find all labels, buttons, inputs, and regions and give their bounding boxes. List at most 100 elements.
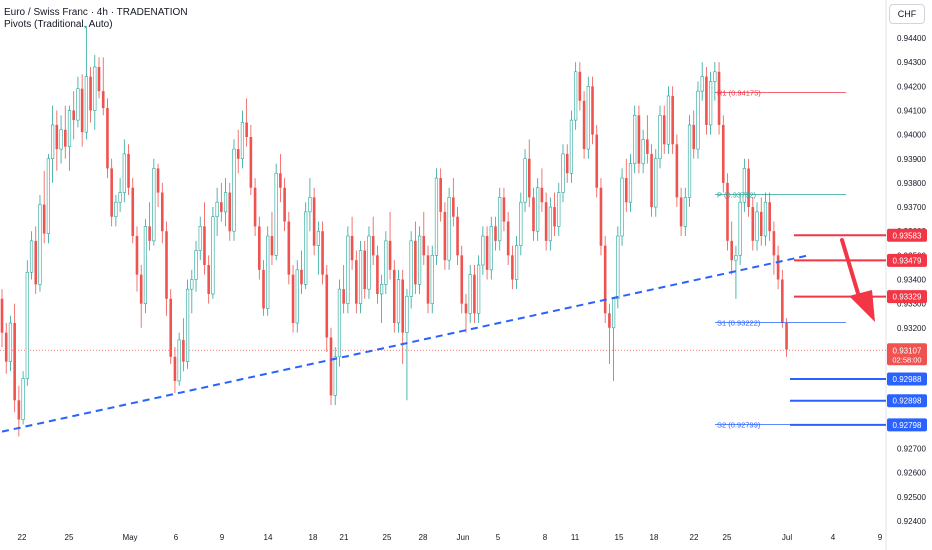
candle-body [97,66,101,92]
x-tick-label: 9 [878,533,883,542]
currency-button[interactable]: CHF [889,4,925,24]
candle-body [637,115,641,164]
candle-body [169,298,173,357]
candle-body [586,86,590,150]
current-price-tag [887,343,927,366]
x-tick-label: May [122,533,137,542]
candle-body [734,255,738,261]
candle-body [401,279,405,333]
candle-body [253,187,257,227]
y-tick-label: 0.92700 [897,445,926,454]
price-tag [887,394,927,408]
candle-body [59,129,63,150]
candle-body [443,211,447,261]
candle-body [329,337,333,396]
candle-body [713,71,717,82]
candle-body [460,255,464,304]
symbol-title: Euro / Swiss Franc · 4h · TRADENATION [4,7,188,18]
x-tick-label: 22 [18,533,27,542]
candle-body [333,356,337,396]
candle-body [173,356,177,381]
candle-body [473,274,476,314]
candle-body [80,88,84,133]
candle-body [612,298,616,329]
candle-body [514,245,519,280]
candle-body [396,279,401,324]
candle-body [696,90,700,150]
candle-body [574,71,578,121]
candle-body [641,139,645,164]
y-tick-label: 0.93800 [897,179,926,188]
candle-body [42,204,46,234]
candle-body [434,177,439,256]
candle-body [481,235,485,266]
x-tick-label: 11 [571,533,580,542]
candle-body [747,168,750,208]
candle-body [38,204,42,285]
candle-body [599,187,603,246]
candle-body [160,192,164,232]
candle-body [772,231,776,256]
candle-body [430,255,434,304]
candle-body [215,201,219,218]
candle-body [616,235,620,300]
candle-body [658,114,662,160]
price-tag-label: 0.92898 [893,397,922,406]
candle-body [527,158,531,198]
candle-body [350,236,354,261]
indicator-label: Pivots (Traditional, Auto) [4,19,113,30]
candle-body [308,197,312,213]
candle-body [553,207,556,227]
candle-body [114,201,118,218]
candle-body [700,76,704,92]
candle-body [548,206,552,242]
candle-body [763,201,768,237]
x-tick-label: 21 [340,533,349,542]
candle-body [608,313,611,328]
candle-body [523,158,527,203]
candle-body [468,274,472,314]
candle-body [89,76,92,111]
candle-body [220,202,223,212]
y-tick-label: 0.93900 [897,155,926,164]
projection-arrow-head [849,290,875,322]
y-tick-label: 0.93300 [897,300,926,309]
x-tick-label: 22 [690,533,699,542]
y-tick-label: 0.94000 [897,131,926,140]
candle-body [781,279,784,323]
x-tick-label: 18 [309,533,318,542]
candle-body [355,260,358,304]
candle-body [464,303,468,314]
candle-body [650,153,653,208]
ascending-trendline[interactable] [1,253,811,433]
candle-body [279,173,282,188]
y-tick-label: 0.93200 [897,324,926,333]
candle-body [633,114,637,164]
candle-body [384,240,388,285]
candle-body [190,279,194,290]
candle-body [101,91,105,109]
candle-body [679,197,683,227]
candle-body [236,149,240,159]
candle-body [624,178,628,203]
x-tick-label: 9 [220,533,225,542]
candle-body [316,230,320,246]
candle-body [232,148,236,232]
candle-body [337,288,342,358]
candle-body [371,236,375,256]
candle-body [687,124,692,198]
candle-body [561,153,565,193]
candle-body [485,236,489,270]
projection-arrow-shaft [840,238,862,302]
candle-body [262,269,265,309]
candle-body [249,137,253,188]
candle-body [759,211,763,237]
candle-body [709,81,713,126]
candle-body [363,250,367,290]
y-tick-label: 0.93700 [897,203,926,212]
candle-body [122,153,126,193]
candle-body [477,264,481,314]
candle-body [456,216,459,256]
